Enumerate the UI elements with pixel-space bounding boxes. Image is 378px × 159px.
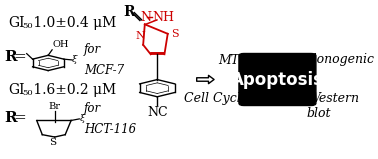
Text: Western
blot: Western blot [307, 92, 359, 120]
Text: for: for [84, 43, 101, 56]
Text: Clonogenic: Clonogenic [304, 53, 375, 66]
Text: N: N [135, 31, 145, 41]
Text: NH: NH [152, 11, 174, 24]
Text: N: N [141, 11, 152, 24]
Text: GI: GI [8, 16, 25, 31]
Text: S: S [50, 138, 57, 147]
Text: R: R [4, 50, 17, 64]
Text: NC: NC [147, 106, 167, 119]
Text: =: = [13, 111, 26, 125]
Text: GI: GI [8, 83, 25, 97]
FancyBboxPatch shape [239, 53, 316, 106]
Text: HCT-116: HCT-116 [84, 123, 136, 136]
Text: R: R [4, 111, 17, 125]
Text: Cell Cycle: Cell Cycle [184, 92, 248, 105]
Text: Br: Br [49, 102, 61, 111]
Text: 1.0±0.4 μM: 1.0±0.4 μM [28, 16, 116, 31]
Text: Apoptosis: Apoptosis [231, 70, 324, 89]
Text: 50: 50 [22, 22, 33, 30]
Text: ξ: ξ [80, 114, 85, 123]
Text: MCF-7: MCF-7 [84, 64, 124, 76]
Text: =: = [13, 50, 26, 64]
Text: MTT: MTT [218, 54, 248, 67]
Text: R: R [124, 5, 135, 19]
Text: ξ: ξ [72, 55, 77, 64]
Text: 1.6±0.2 μM: 1.6±0.2 μM [28, 83, 116, 97]
Text: for: for [84, 102, 101, 115]
Text: OH: OH [52, 41, 69, 49]
Text: 50: 50 [22, 89, 33, 97]
Text: S: S [171, 29, 179, 39]
